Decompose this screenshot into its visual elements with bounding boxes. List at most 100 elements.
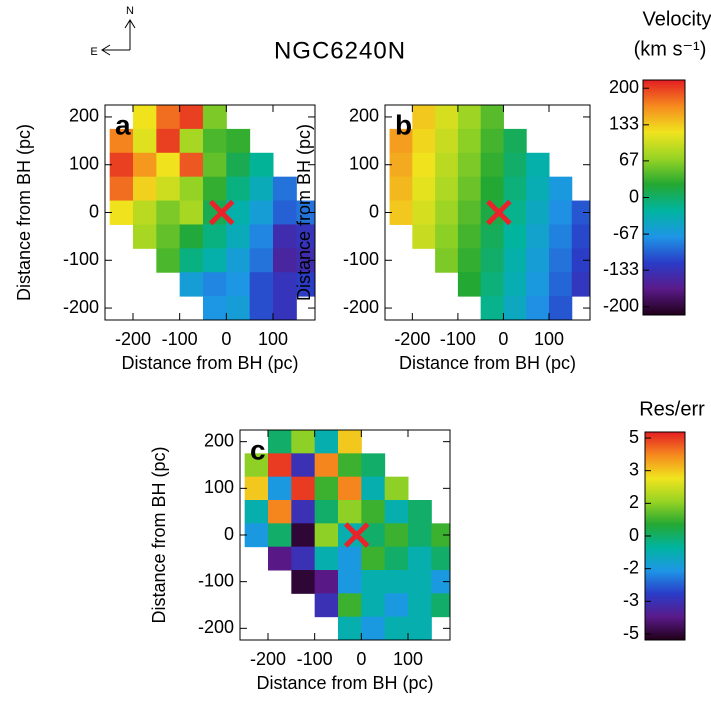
map-cell [314,430,339,454]
colorbar-tick-label: -133 [603,259,639,279]
colorbar: 5 3 2 0 -2 -3 -5 Res/err [623,398,705,642]
map-cell [431,523,451,548]
map-cell [268,476,292,501]
y-tick-label: 100 [349,153,379,173]
y-tick-label: 0 [224,524,234,544]
map-cell [179,152,204,178]
map-cell [503,248,527,273]
y-tick-label: 200 [69,106,99,126]
panel: -200 -100 0 100 200 100 0 -100 -200 Distance from… [149,429,451,693]
x-tick-label: 100 [534,329,564,349]
map-cell [156,248,181,273]
map-cell [412,200,436,225]
colorbar-unit: (km s⁻¹) [634,38,707,60]
y-tick-label: -200 [198,617,234,637]
map-cell [291,476,316,501]
map-cell [203,128,227,154]
map-cell [503,152,527,178]
y-tick-label: 200 [204,430,234,450]
y-tick-label: -100 [198,570,234,590]
y-tick-label: -200 [63,297,99,317]
map-cell [109,200,134,225]
map-cell [549,296,573,321]
east-arrowhead [101,44,111,56]
map-cell [156,224,181,249]
map-cell [435,248,459,273]
x-tick-label: 100 [393,649,423,669]
map-cell [503,296,527,321]
map-cell [389,200,413,225]
map-cell [384,616,409,641]
map-cell [457,152,482,178]
y-axis-label: Distance from BH (pc) [14,124,34,301]
map-cell [457,176,482,202]
map-cell [203,105,227,130]
map-cell [457,248,482,273]
map-cell [156,128,181,154]
map-cell [203,248,227,273]
map-cell [338,476,362,501]
bh-marker [208,199,235,226]
map-cell [526,296,550,321]
map-cell [133,200,157,225]
map-cell [338,523,362,548]
colorbar-tick-label: -200 [603,296,639,316]
map-cell [549,272,573,297]
map-cell [314,570,339,594]
panel-label: a [115,109,131,140]
map-cell [314,500,339,524]
map-cell [203,296,227,321]
map-cell [268,430,292,454]
map-cell [244,453,269,478]
map-cell [435,105,459,130]
y-tick-label: 0 [89,201,99,221]
map-cell [109,152,134,178]
colorbar-tick-label: 200 [609,77,639,97]
map-cell [389,128,413,154]
map-cell [384,523,409,548]
map-cell [526,272,550,297]
map-cell [226,272,251,297]
map-cell [435,200,459,225]
map-cell [226,176,251,202]
y-tick-label: 0 [369,201,379,221]
map-cell [408,616,432,641]
map-cell [384,593,409,618]
map-cell [412,224,436,249]
y-tick-label: -100 [63,249,99,269]
map-cell [296,272,316,297]
map-cell [249,224,274,249]
map-cell [457,272,482,297]
map-cell [571,248,591,273]
map-cell [203,176,227,202]
colorbar: 200 133 67 0 -67 -133 -200 Velocity (km s⁻¹) [603,8,711,315]
map-cell [549,176,573,202]
map-cell [457,200,482,225]
colorbar-tick-label: 3 [629,459,639,479]
map-cell [291,546,316,571]
map-cell [249,296,274,321]
y-axis-label: Distance from BH (pc) [149,446,169,623]
map-cell [480,176,504,202]
map-cell [244,500,269,524]
map-cell [571,224,591,249]
map-cell [179,176,204,202]
compass: N E [90,5,136,58]
x-tick-label: -200 [250,649,286,669]
map-cell [549,224,573,249]
map-cell [338,570,362,594]
map-cell [268,546,292,571]
y-tick-label: -200 [343,297,379,317]
map-cell [526,152,550,178]
map-cell [109,176,134,202]
map-cell [156,200,181,225]
map-cell [338,500,362,524]
x-tick-label: 0 [498,329,508,349]
map-cell [268,453,292,478]
map-cell [338,430,362,454]
map-cell [431,546,451,571]
north-label: N [126,5,134,17]
map-cell [291,453,316,478]
x-tick-label: -200 [394,329,430,349]
colorbar-title: Velocity [643,8,711,30]
